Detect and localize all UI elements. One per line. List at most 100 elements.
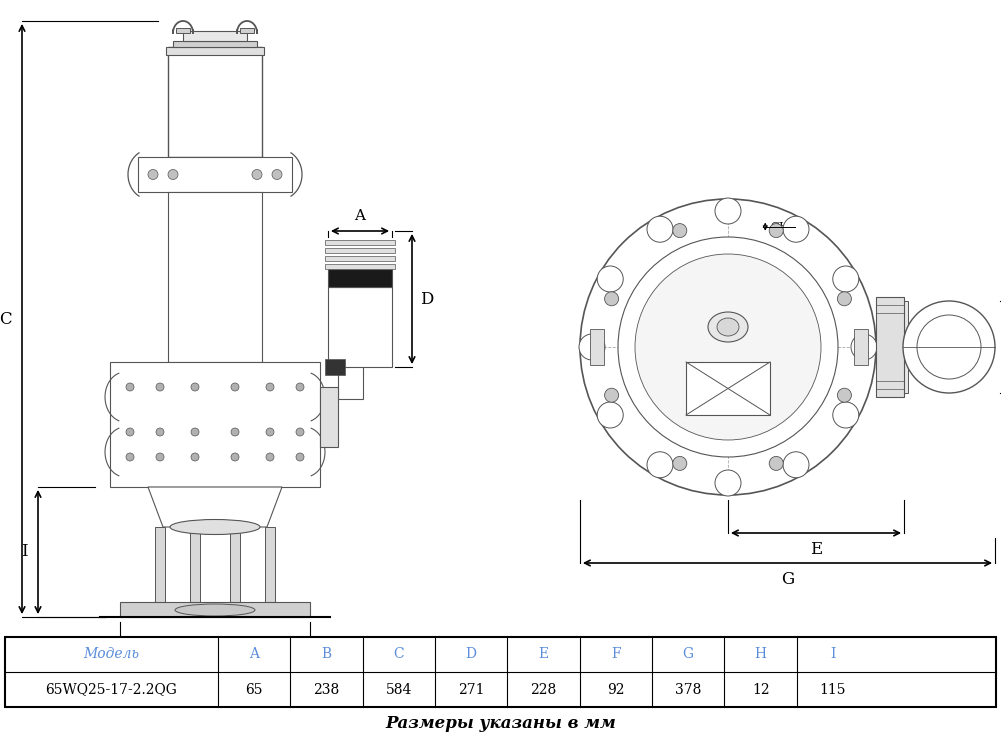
Text: 115: 115: [820, 682, 846, 696]
Circle shape: [598, 402, 624, 428]
Circle shape: [769, 456, 783, 470]
Circle shape: [605, 388, 619, 402]
Text: 238: 238: [313, 682, 339, 696]
Bar: [190, 527, 200, 602]
Circle shape: [266, 453, 274, 461]
PathPatch shape: [148, 487, 282, 527]
Circle shape: [168, 170, 178, 180]
Circle shape: [580, 199, 876, 495]
Circle shape: [715, 470, 741, 496]
Text: A: A: [249, 648, 259, 662]
Circle shape: [769, 223, 783, 237]
Circle shape: [156, 428, 164, 436]
Bar: [183, 31, 247, 41]
Text: A: A: [354, 209, 365, 223]
Text: E: E: [539, 648, 549, 662]
Bar: [240, 28, 254, 33]
Circle shape: [191, 383, 199, 391]
Circle shape: [126, 383, 134, 391]
Bar: [168, 192, 262, 362]
Text: ØB: ØB: [202, 660, 228, 677]
Bar: [166, 47, 264, 55]
Circle shape: [272, 170, 282, 180]
Bar: [904, 301, 908, 393]
Circle shape: [605, 292, 619, 306]
Bar: [325, 256, 395, 261]
Ellipse shape: [717, 318, 739, 336]
Circle shape: [673, 456, 687, 470]
Bar: [854, 329, 868, 365]
Circle shape: [296, 383, 304, 391]
Text: D: D: [465, 648, 476, 662]
Text: I: I: [830, 648, 836, 662]
Circle shape: [191, 453, 199, 461]
Bar: [325, 248, 395, 253]
Bar: [155, 527, 165, 602]
Circle shape: [618, 237, 838, 457]
Circle shape: [673, 223, 687, 237]
Text: Модель: Модель: [83, 648, 139, 662]
Circle shape: [579, 334, 605, 360]
Bar: [265, 527, 275, 602]
Text: C: C: [393, 648, 404, 662]
Text: H: H: [755, 648, 767, 662]
Bar: [325, 264, 395, 269]
Text: G: G: [781, 571, 794, 588]
Circle shape: [783, 216, 809, 242]
Circle shape: [635, 254, 821, 440]
Text: ØH: ØH: [770, 222, 789, 231]
Circle shape: [156, 453, 164, 461]
Circle shape: [231, 453, 239, 461]
Bar: [320, 387, 338, 447]
Bar: [328, 269, 392, 287]
Text: C: C: [0, 310, 12, 327]
Circle shape: [126, 453, 134, 461]
Bar: [325, 359, 345, 375]
Circle shape: [903, 301, 995, 393]
Circle shape: [647, 452, 673, 478]
Circle shape: [266, 383, 274, 391]
Text: 228: 228: [531, 682, 557, 696]
Bar: [590, 329, 604, 365]
Circle shape: [838, 292, 852, 306]
Bar: [328, 287, 392, 367]
Circle shape: [156, 383, 164, 391]
Bar: [110, 362, 320, 487]
Bar: [325, 240, 395, 245]
Circle shape: [598, 266, 624, 292]
Circle shape: [917, 315, 981, 379]
Text: 65: 65: [245, 682, 263, 696]
Circle shape: [296, 428, 304, 436]
Text: E: E: [810, 541, 822, 558]
Text: F: F: [612, 648, 621, 662]
Circle shape: [231, 428, 239, 436]
Circle shape: [783, 452, 809, 478]
Ellipse shape: [708, 312, 748, 342]
Circle shape: [833, 266, 859, 292]
Bar: [120, 602, 310, 617]
Circle shape: [126, 428, 134, 436]
Circle shape: [833, 402, 859, 428]
Circle shape: [838, 388, 852, 402]
Bar: [686, 362, 770, 415]
Text: 12: 12: [752, 682, 770, 696]
Bar: [5, 637, 996, 707]
Circle shape: [851, 334, 877, 360]
Bar: [876, 297, 904, 397]
Circle shape: [252, 170, 262, 180]
Ellipse shape: [175, 604, 255, 616]
Circle shape: [266, 428, 274, 436]
Bar: [138, 157, 292, 192]
Text: 65WQ25-17-2.2QG: 65WQ25-17-2.2QG: [46, 682, 177, 696]
Circle shape: [191, 428, 199, 436]
Bar: [176, 28, 190, 33]
Bar: [338, 335, 363, 399]
Circle shape: [715, 198, 741, 224]
Text: G: G: [683, 648, 694, 662]
Text: 271: 271: [458, 682, 484, 696]
Text: 378: 378: [675, 682, 702, 696]
Circle shape: [148, 170, 158, 180]
Text: I: I: [21, 543, 28, 561]
Bar: [230, 527, 240, 602]
Ellipse shape: [170, 520, 260, 534]
